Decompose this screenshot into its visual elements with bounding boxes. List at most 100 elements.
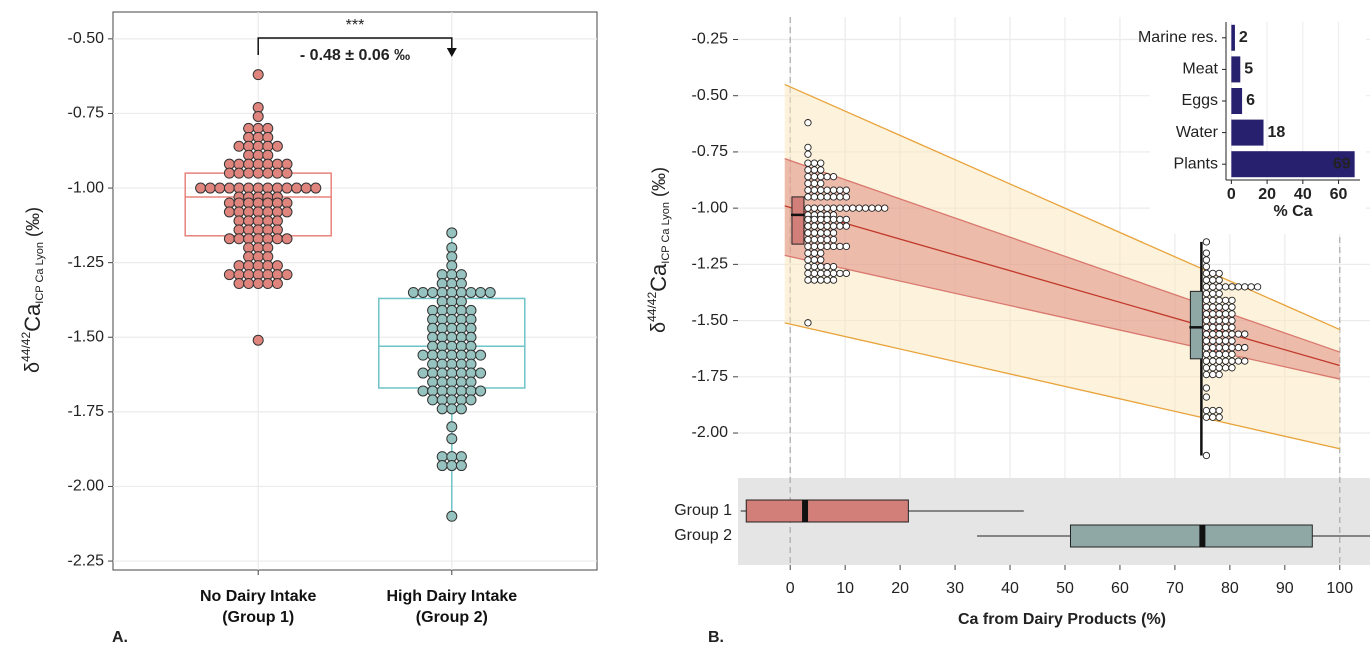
y-tick-label: -2.00 [68,478,105,495]
data-point [223,233,235,245]
data-point [810,276,818,284]
data-point [804,276,812,284]
data-point [1202,384,1211,392]
data-point [829,173,838,181]
data-point [842,269,850,278]
data-point [868,204,876,212]
data-point [1228,364,1236,372]
significance: *** [346,17,365,34]
data-point [1209,323,1217,331]
data-point [475,385,487,397]
x-tick-label: 20 [891,580,909,597]
data-point [1202,330,1211,338]
y-axis-title-part: 44/42 [19,332,33,362]
data-point [1221,343,1230,352]
data-point [1202,269,1211,278]
prediction-lower [784,322,1340,450]
data-point [1202,337,1211,345]
data-point [1202,350,1211,358]
data-point [836,204,844,212]
x-tick-label: 90 [1276,580,1294,597]
box [1189,290,1203,360]
group-label: Group 1 [674,502,732,519]
data-point [842,222,850,230]
data-point [804,222,812,230]
data-point [252,334,264,346]
data-point [1228,350,1236,358]
data-point [1202,316,1211,325]
data-point [804,229,812,237]
data-point [204,182,216,194]
data-point [291,182,303,194]
x-tick-label: No Dairy Intake (Group 1) [199,588,317,626]
data-label: 5 [1244,61,1253,78]
y-tick-label: -1.75 [68,403,105,420]
data-point [1209,289,1217,298]
data-point [1215,343,1223,352]
data-point [829,229,838,237]
data-point [810,242,818,251]
data-point [271,167,283,179]
x-tick-label: 0 [1227,186,1236,203]
data-point [1209,357,1217,365]
data-point [1215,357,1223,365]
data-point [817,276,825,284]
data-point [1215,276,1223,284]
data-point [1209,330,1217,338]
data-point [874,204,882,212]
data-point [823,242,831,251]
data-point [804,235,812,244]
data-point [823,215,831,224]
bar [1231,119,1264,146]
data-point [810,269,818,278]
data-point [1234,343,1243,352]
data-point [817,159,825,167]
data-point [1202,370,1211,379]
data-point [1202,323,1211,331]
data-point [810,235,818,244]
data-point [1209,413,1217,421]
data-point [1209,350,1217,358]
x-tick-label: 50 [1056,580,1074,597]
data-point [1209,370,1217,379]
data-point [823,186,831,194]
y-axis-title-part: Ca [20,303,45,332]
y-tick-label: -0.25 [692,31,729,48]
data-point [465,286,477,298]
data-point [1221,310,1230,318]
y-tick-label: -1.50 [692,312,729,329]
data-point [281,269,293,281]
y-axis-title-part: ICP Ca Lyon [660,202,672,264]
x-tick-label: 40 [1001,580,1019,597]
data-point [804,173,812,181]
data-point [804,186,812,194]
data-point [1241,343,1249,352]
data-label: 69 [1333,155,1351,172]
data-point [233,278,245,290]
data-point [810,229,818,237]
data-point [1221,357,1230,365]
data-point [1202,296,1211,304]
annotation: - 0.48 ± 0.06 ‰ [300,47,410,64]
data-point [436,403,448,415]
data-point [823,204,831,212]
box [1069,524,1313,548]
data-point [817,222,825,230]
data-point [455,460,467,472]
data-point [829,204,838,212]
data-point [1202,310,1211,318]
data-point [271,140,283,152]
data-point [817,262,825,271]
data-point [842,193,850,201]
data-point [252,167,264,179]
data-point [1209,310,1217,318]
data-point [836,193,844,201]
x-tick-label: 70 [1166,580,1184,597]
data-point [1209,343,1217,352]
data-point [233,140,245,152]
data-point [1202,249,1211,257]
y-tick-label: -0.75 [692,143,729,160]
data-point [881,204,889,212]
bar [1231,56,1241,83]
